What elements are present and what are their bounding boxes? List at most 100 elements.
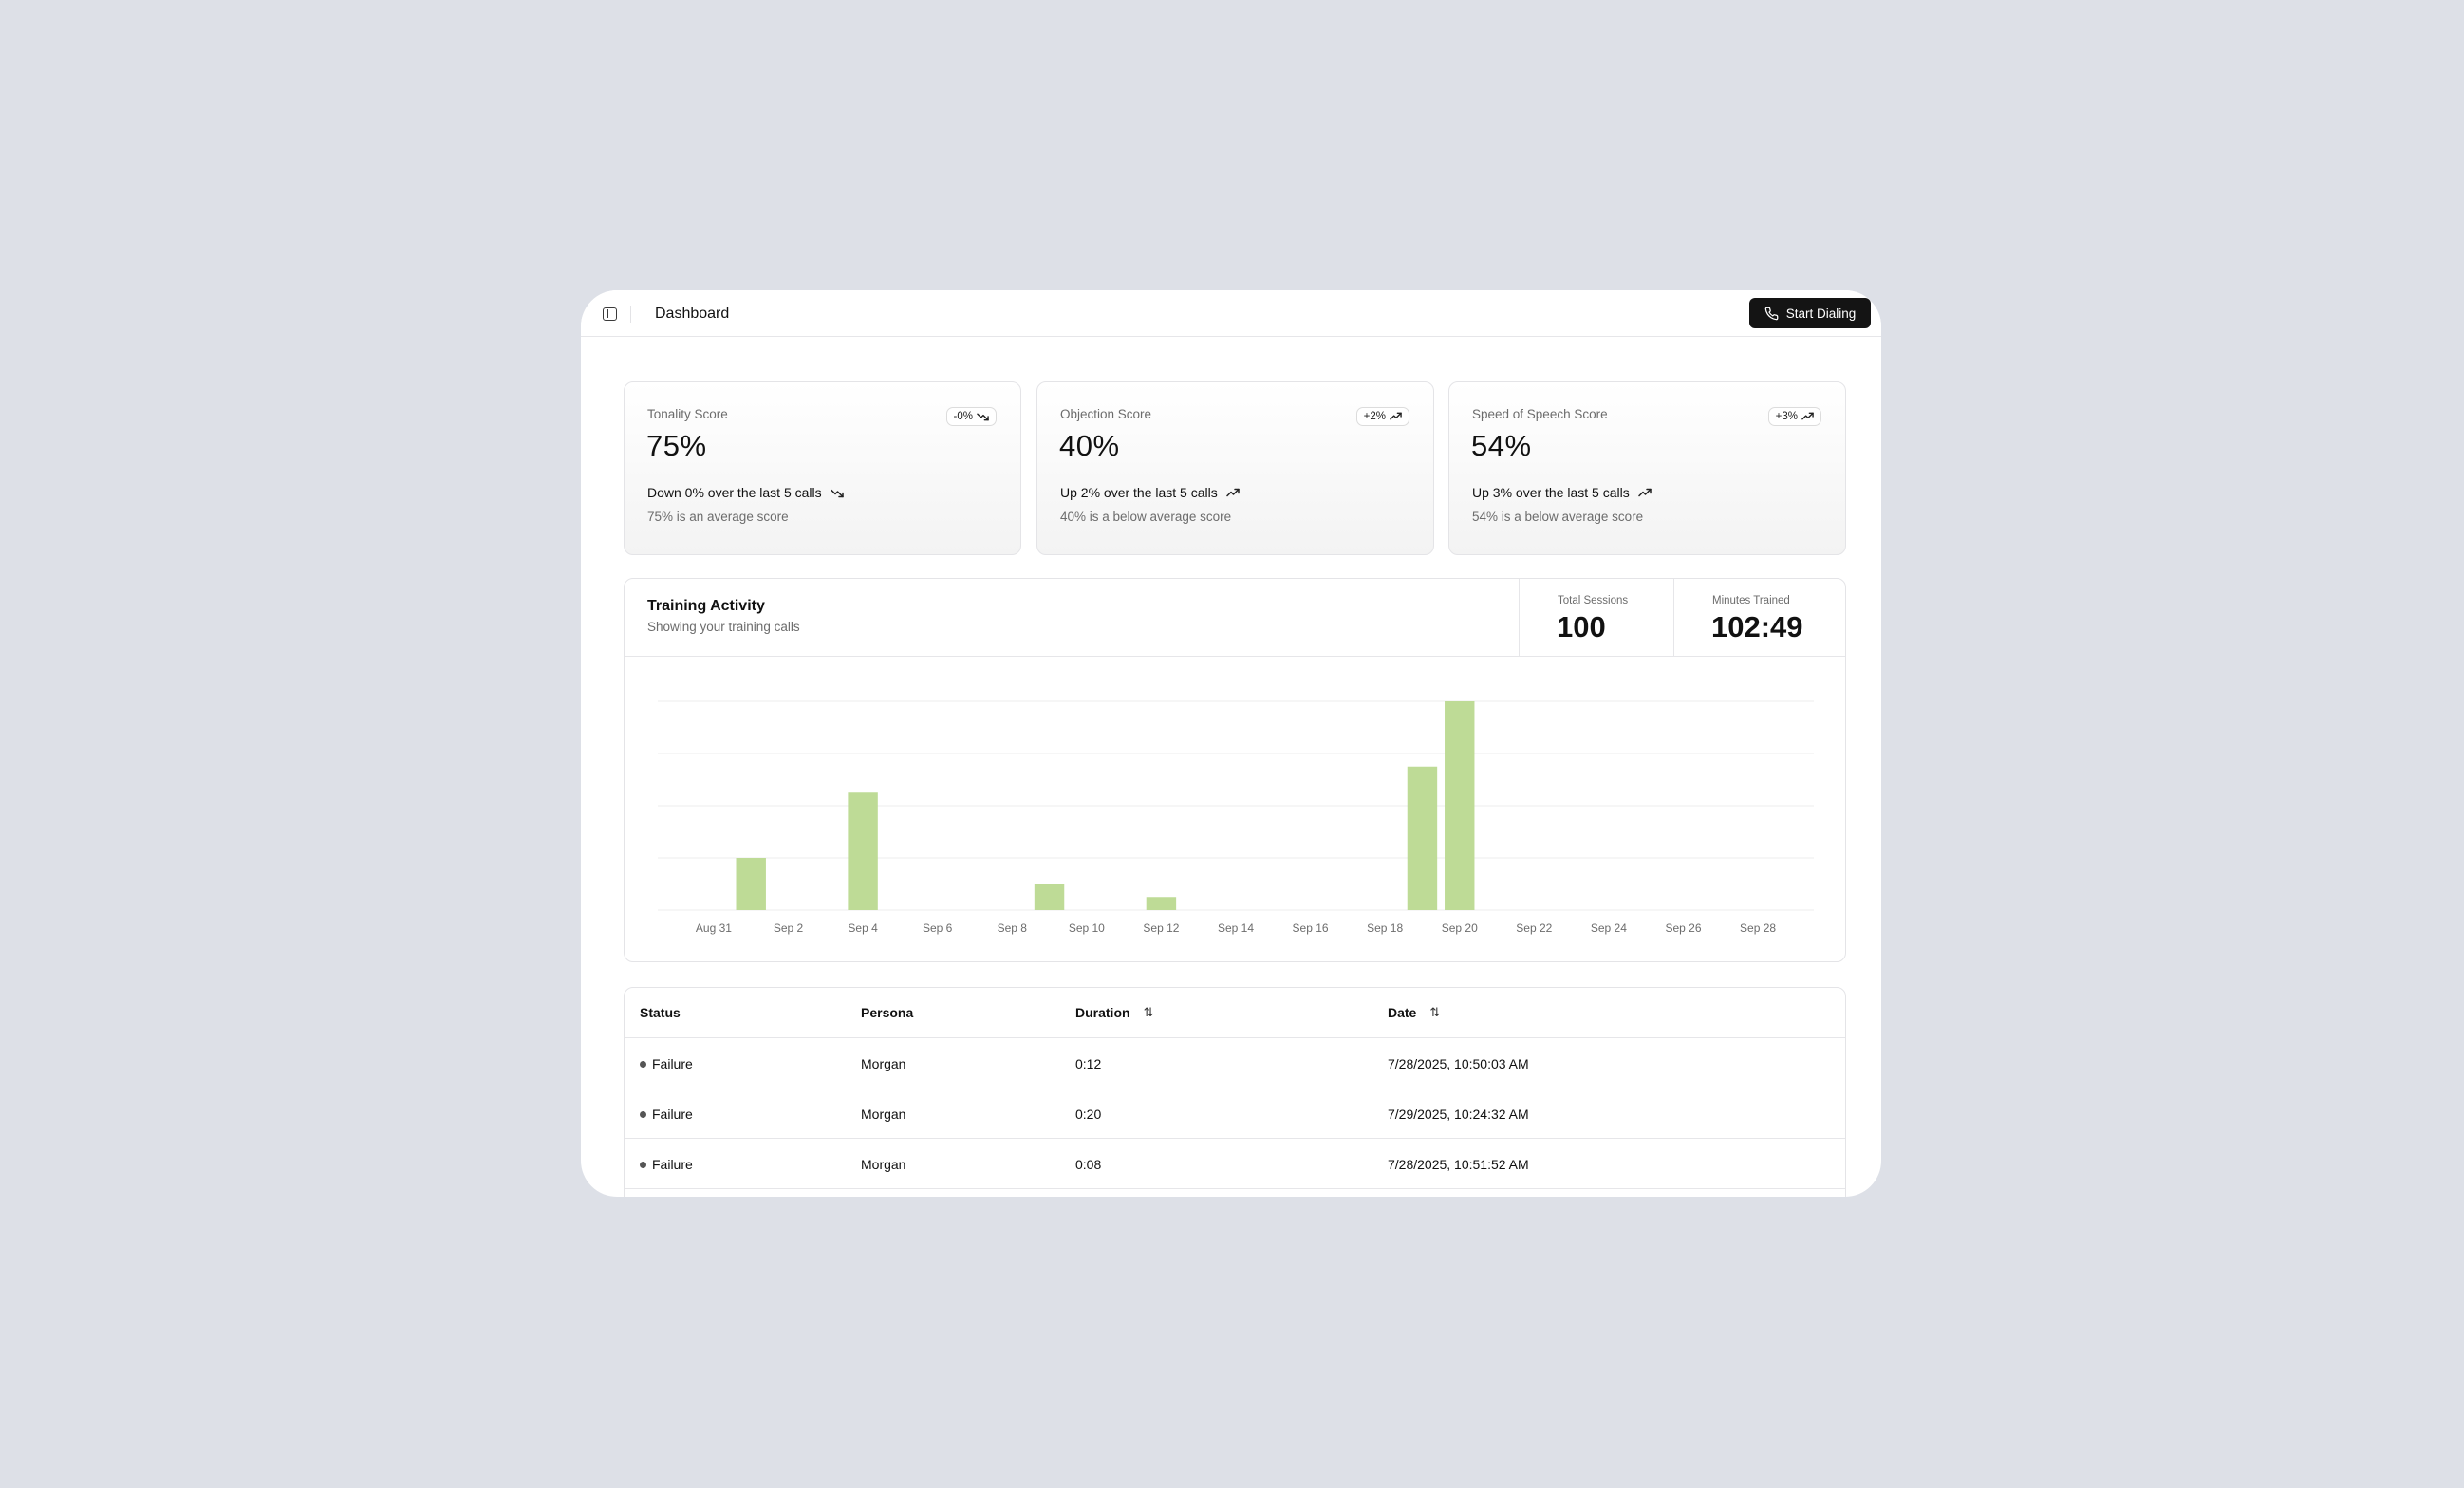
- card-value: 75%: [646, 429, 707, 462]
- card-value: 54%: [1471, 429, 1532, 462]
- x-tick-label: Sep 8: [998, 921, 1028, 935]
- status-cell: Failure: [640, 1157, 693, 1172]
- x-tick-label: Sep 28: [1740, 921, 1776, 935]
- status-text: Failure: [652, 1107, 693, 1122]
- status-text: Failure: [652, 1056, 693, 1071]
- x-tick-label: Sep 14: [1218, 921, 1254, 935]
- column-label: Persona: [861, 1005, 914, 1020]
- status-dot-icon: [640, 1060, 646, 1068]
- persona-cell: Morgan: [861, 1157, 906, 1172]
- x-tick-label: Sep 26: [1665, 921, 1701, 935]
- x-tick-label: Sep 6: [923, 921, 953, 935]
- table-row[interactable]: Failure Morgan 0:12 7/28/2025, 10:50:03 …: [625, 1038, 1845, 1088]
- activity-header: Training Activity Showing your training …: [625, 579, 1845, 657]
- phone-icon: [1764, 307, 1779, 320]
- column-label: Duration: [1075, 1005, 1130, 1020]
- date-cell: 7/28/2025, 10:50:03 AM: [1388, 1056, 1529, 1071]
- activity-title: Training Activity: [647, 598, 765, 614]
- x-tick-label: Sep 10: [1069, 921, 1105, 935]
- sort-icon[interactable]: ⇅: [1429, 1005, 1441, 1019]
- persona-cell: Morgan: [861, 1107, 906, 1122]
- status-cell: Failure: [640, 1056, 693, 1071]
- sort-icon[interactable]: ⇅: [1143, 1005, 1154, 1019]
- column-header-persona: Persona: [861, 1005, 913, 1020]
- card-label: Objection Score: [1060, 407, 1152, 421]
- badge-text: +2%: [1363, 411, 1386, 422]
- duration-cell: 0:08: [1075, 1157, 1102, 1172]
- score-card-tonality: Tonality Score 75% -0% Down 0% over the …: [624, 381, 1021, 555]
- trend-text: Up 2% over the last 5 calls: [1060, 485, 1218, 500]
- training-activity-panel: Training Activity Showing your training …: [624, 578, 1846, 962]
- start-dialing-button[interactable]: Start Dialing: [1749, 298, 1871, 328]
- trend-line: Up 3% over the last 5 calls: [1472, 485, 1652, 500]
- trend-text: Down 0% over the last 5 calls: [647, 485, 822, 500]
- column-label: Date: [1388, 1005, 1417, 1020]
- table-row[interactable]: Failure Morgan 0:08 7/28/2025, 10:51:52 …: [625, 1139, 1845, 1189]
- stat-value: 102:49: [1711, 610, 1803, 643]
- stat-label: Total Sessions: [1558, 595, 1629, 606]
- trend-line: Up 2% over the last 5 calls: [1060, 485, 1240, 500]
- column-label: Status: [640, 1005, 681, 1020]
- card-label: Tonality Score: [647, 407, 728, 421]
- total-sessions-stat: Total Sessions 100: [1519, 579, 1673, 657]
- trend-line: Down 0% over the last 5 calls: [647, 485, 844, 500]
- persona-cell: Morgan: [861, 1056, 906, 1071]
- sidebar-toggle-icon[interactable]: [603, 307, 617, 321]
- x-tick-label: Sep 16: [1293, 921, 1329, 935]
- app-window: Dashboard Start Dialing Tonality Score 7…: [581, 290, 1881, 1197]
- status-dot-icon: [640, 1110, 646, 1118]
- column-header-status: Status: [640, 1005, 681, 1020]
- date-cell: 7/28/2025, 10:51:52 AM: [1388, 1157, 1529, 1172]
- score-card-objection: Objection Score 40% +2% Up 2% over the l…: [1036, 381, 1434, 555]
- stat-label: Minutes Trained: [1712, 595, 1790, 606]
- page-title: Dashboard: [655, 306, 730, 322]
- card-label: Speed of Speech Score: [1472, 407, 1608, 421]
- trend-text: Up 3% over the last 5 calls: [1472, 485, 1630, 500]
- divider: [630, 306, 631, 323]
- training-activity-chart: Aug 31 Sep 2 Sep 4 Sep 6 Sep 8 Sep 10 Sep 12 Se…: [658, 700, 1814, 935]
- x-tick-label: Sep 12: [1143, 921, 1179, 935]
- trend-down-icon: [977, 413, 989, 421]
- trend-up-icon: [1638, 488, 1652, 496]
- table-header: Status Persona Duration ⇅ Date ⇅: [625, 988, 1845, 1038]
- card-value: 40%: [1059, 429, 1120, 462]
- trend-down-icon: [830, 489, 844, 497]
- badge-text: -0%: [953, 411, 973, 422]
- change-badge: +2%: [1355, 407, 1409, 426]
- status-text: Failure: [652, 1157, 693, 1172]
- card-note: 75% is an average score: [647, 510, 789, 524]
- card-note: 40% is a below average score: [1060, 510, 1232, 524]
- calls-table: Status Persona Duration ⇅ Date ⇅ Failure M…: [624, 987, 1846, 1197]
- x-tick-label: Sep 2: [774, 921, 804, 935]
- date-cell: 7/29/2025, 10:24:32 AM: [1388, 1107, 1529, 1122]
- top-bar: Dashboard Start Dialing: [581, 290, 1881, 337]
- x-tick-label: Sep 4: [848, 921, 878, 935]
- x-tick-label: Sep 24: [1591, 921, 1627, 935]
- x-tick-label: Sep 22: [1516, 921, 1552, 935]
- badge-text: +3%: [1775, 411, 1798, 422]
- status-cell: Failure: [640, 1107, 693, 1122]
- x-tick-label: Aug 31: [696, 921, 732, 935]
- trend-up-icon: [1801, 412, 1814, 420]
- chart-bar[interactable]: [1034, 884, 1065, 911]
- status-dot-icon: [640, 1161, 646, 1168]
- trend-up-icon: [1226, 488, 1240, 496]
- change-badge: +3%: [1767, 407, 1821, 426]
- chart-bar[interactable]: [848, 792, 878, 910]
- chart-bar[interactable]: [736, 858, 766, 910]
- duration-cell: 0:20: [1075, 1107, 1102, 1122]
- column-header-date[interactable]: Date ⇅: [1388, 1005, 1440, 1020]
- duration-cell: 0:12: [1075, 1056, 1102, 1071]
- change-badge: -0%: [945, 407, 997, 426]
- start-dialing-label: Start Dialing: [1785, 306, 1857, 321]
- x-tick-label: Sep 18: [1367, 921, 1403, 935]
- chart-bar[interactable]: [1407, 766, 1438, 910]
- stat-value: 100: [1557, 610, 1606, 643]
- minutes-trained-stat: Minutes Trained 102:49: [1673, 579, 1845, 657]
- score-card-speed: Speed of Speech Score 54% +3% Up 3% over…: [1448, 381, 1846, 555]
- activity-subtitle: Showing your training calls: [647, 620, 800, 634]
- chart-bar[interactable]: [1445, 701, 1475, 910]
- table-row[interactable]: Failure Morgan 0:20 7/29/2025, 10:24:32 …: [625, 1088, 1845, 1139]
- column-header-duration[interactable]: Duration ⇅: [1075, 1005, 1153, 1020]
- chart-bar[interactable]: [1146, 897, 1177, 910]
